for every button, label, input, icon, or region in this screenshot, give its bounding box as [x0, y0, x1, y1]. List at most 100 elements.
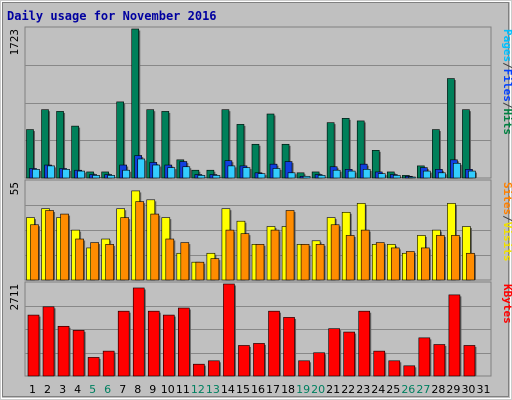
bar-pages — [197, 175, 206, 179]
bar-kbytes — [102, 350, 115, 377]
bar-pages — [47, 165, 55, 179]
x-tick-label: 27 — [416, 383, 430, 396]
x-tick-label: 19 — [296, 383, 310, 396]
bar-kbytes — [178, 307, 190, 377]
x-tick-label: 11 — [176, 383, 190, 396]
x-tick-label: 23 — [356, 383, 370, 396]
bar-kbytes — [433, 344, 446, 377]
bar-pages — [62, 169, 70, 179]
bar-pages — [302, 175, 311, 179]
x-tick-label: 13 — [206, 383, 220, 396]
panel-legend: KBytes — [501, 284, 512, 324]
x-tick-label: 2 — [44, 383, 51, 396]
x-tick-label: 20 — [311, 383, 325, 396]
bar-sites — [240, 233, 250, 281]
bar-kbytes — [238, 345, 250, 377]
bar-sites — [45, 210, 54, 281]
x-tick-label: 4 — [74, 383, 81, 396]
bar-pages — [468, 170, 476, 179]
legend-item: Pages — [501, 29, 512, 62]
x-tick-label: 12 — [191, 383, 205, 396]
bar-kbytes — [132, 287, 145, 377]
bar-kbytes — [223, 283, 235, 377]
chart-inner-border — [2, 2, 509, 397]
bar-pages — [453, 162, 461, 179]
bar-kbytes — [268, 310, 280, 377]
bar-pages — [332, 169, 341, 179]
x-tick-label: 7 — [119, 383, 126, 396]
bar-sites — [60, 213, 69, 281]
x-tick-label: 6 — [104, 383, 111, 396]
bar-kbytes — [343, 331, 355, 377]
bar-kbytes — [208, 360, 220, 377]
x-tick-label: 3 — [59, 383, 66, 396]
bar-hits — [341, 118, 350, 179]
bar-sites — [120, 217, 129, 281]
x-tick-label: 14 — [221, 383, 235, 396]
bar-sites — [436, 235, 445, 281]
bar-pages — [392, 175, 401, 179]
bar-pages — [317, 175, 326, 179]
x-tick-label: 29 — [446, 383, 460, 396]
x-tick-label: 31 — [476, 383, 490, 396]
bar-pages — [423, 170, 431, 179]
bar-pages — [347, 170, 356, 179]
bar-sites — [270, 229, 280, 281]
bar-pages — [377, 173, 386, 179]
bar-sites — [285, 210, 295, 281]
bar-kbytes — [42, 306, 55, 377]
bar-kbytes — [358, 310, 371, 377]
bar-pages — [77, 170, 85, 179]
bar-pages — [257, 173, 266, 179]
bar-sites — [30, 224, 39, 281]
y-max-label: 1723 — [8, 29, 21, 56]
x-tick-label: 18 — [281, 383, 295, 396]
legend-item: KBytes — [501, 284, 512, 324]
bar-kbytes — [313, 352, 325, 377]
bar-pages — [272, 168, 281, 179]
bar-kbytes — [117, 310, 130, 377]
bar-pages — [137, 158, 146, 179]
bar-pages — [32, 169, 40, 179]
bar-sites — [165, 238, 175, 281]
bar-sites — [375, 242, 385, 281]
bar-kbytes — [27, 314, 40, 377]
bar-kbytes — [283, 317, 295, 377]
y-max-label: 55 — [8, 182, 21, 195]
x-tick-label: 24 — [371, 383, 385, 396]
bar-kbytes — [298, 360, 310, 377]
x-tick-label: 25 — [386, 383, 400, 396]
x-tick-label: 8 — [134, 383, 141, 396]
bar-sites — [451, 235, 460, 281]
bar-kbytes — [388, 360, 401, 377]
bar-sites — [195, 261, 205, 281]
x-tick-label: 26 — [401, 383, 415, 396]
bar-hits — [56, 111, 64, 179]
bar-kbytes — [328, 328, 340, 377]
bar-hits — [462, 109, 470, 179]
x-tick-label: 28 — [431, 383, 445, 396]
chart-title: Daily usage for November 2016 — [7, 9, 217, 23]
bar-pages — [438, 172, 446, 179]
bar-sites — [315, 244, 325, 281]
bar-sites — [421, 247, 430, 281]
bar-sites — [330, 224, 340, 281]
bar-kbytes — [72, 330, 85, 377]
bar-sites — [180, 242, 190, 281]
legend-item: Hits — [501, 109, 512, 136]
bar-sites — [390, 247, 400, 281]
bar-kbytes — [147, 310, 160, 377]
bar-kbytes — [193, 363, 205, 377]
x-tick-label: 16 — [251, 383, 265, 396]
bar-sites — [360, 229, 370, 281]
bar-kbytes — [373, 350, 386, 377]
bar-kbytes — [162, 314, 175, 377]
y-max-label: 2711 — [8, 284, 21, 311]
legend-item: Sites — [501, 182, 512, 215]
bar-kbytes — [253, 343, 265, 377]
bar-sites — [135, 201, 145, 281]
bar-sites — [406, 251, 415, 281]
bar-pages — [152, 164, 161, 179]
bar-sites — [255, 244, 265, 281]
